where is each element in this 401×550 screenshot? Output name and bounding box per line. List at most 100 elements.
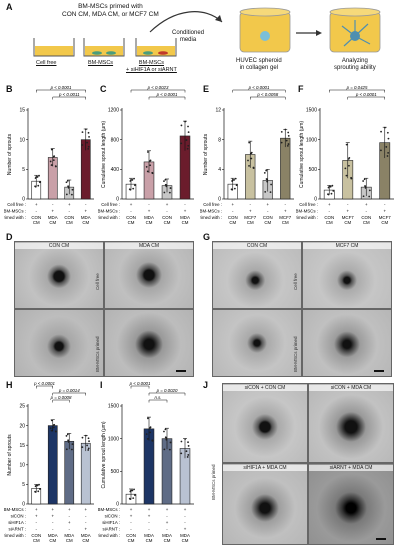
condition-cell: + xyxy=(130,514,133,519)
data-point xyxy=(233,187,236,190)
condition-cell: + xyxy=(148,507,151,512)
data-point xyxy=(49,427,52,430)
y-tick-label: 12 xyxy=(215,108,221,114)
micrograph-col-label: CON CM xyxy=(213,243,301,249)
condition-row-label: BM-MSCs : xyxy=(200,209,222,214)
y-tick-label: 400 xyxy=(111,167,120,173)
micrograph-col-label: siHIF1A + MDA CM xyxy=(223,465,307,471)
data-point xyxy=(50,164,53,166)
chart-c: Cumulative sprout length (μm) 0 400 800 1200… xyxy=(98,85,194,225)
y-tick-label: 10 xyxy=(19,137,25,143)
data-point xyxy=(180,440,183,443)
bar xyxy=(280,137,291,200)
condition-cell: + xyxy=(68,507,71,512)
condition-row-label: Cell free : xyxy=(299,202,318,207)
condition-cell: - xyxy=(130,209,132,214)
condition-row-label: primed with : xyxy=(98,533,120,538)
condition-row-label: siCON : xyxy=(11,514,26,519)
condition-cell: + xyxy=(51,209,54,214)
micrograph-d-mda-cellfree: MDA CM xyxy=(104,241,194,309)
condition-cell: - xyxy=(69,209,71,214)
data-point xyxy=(247,159,249,162)
panel-label-e: E xyxy=(203,84,210,94)
condition-cell: CM xyxy=(182,538,189,543)
data-point xyxy=(180,142,183,145)
condition-cell: CM xyxy=(164,220,171,225)
y-axis-label: Cumulative sprout length (μm) xyxy=(299,121,305,188)
data-point xyxy=(187,125,189,128)
data-point xyxy=(146,170,149,173)
condition-cell: MDA xyxy=(64,533,74,538)
p-value-label: p < 0.0001 xyxy=(156,92,178,97)
significance-bracket xyxy=(347,96,385,100)
data-point xyxy=(250,152,253,155)
data-point xyxy=(280,130,283,133)
significance-bracket xyxy=(52,399,70,403)
condition-cell: - xyxy=(166,527,168,532)
condition-row-label: siARNT : xyxy=(9,527,26,532)
condition-cell: CM xyxy=(66,220,73,225)
data-point xyxy=(164,178,167,181)
data-point xyxy=(88,135,90,138)
data-point xyxy=(151,439,154,442)
dish-label-sirna: BM-MSCs + siHIF1A or siARNT xyxy=(126,60,177,73)
schematic-drawing xyxy=(33,7,381,57)
condition-row-label: primed with : xyxy=(98,215,120,220)
p-value-label: p = 0.0008 xyxy=(50,395,72,400)
condition-row-label: siARNT : xyxy=(103,527,120,532)
micrograph-g-con-cellfree: CON CM xyxy=(212,241,302,309)
data-point xyxy=(185,139,188,141)
data-point xyxy=(383,126,386,129)
data-point xyxy=(364,185,367,188)
condition-cell: + xyxy=(68,520,71,525)
data-point xyxy=(347,158,350,160)
p-value-label: p = 0.0425 xyxy=(346,85,368,90)
huvec-label: HUVEC spheroid in collagen gel xyxy=(236,58,282,71)
data-point xyxy=(34,490,37,493)
condition-row-label: siHIF1A : xyxy=(102,520,120,525)
condition-cell: CM xyxy=(128,220,135,225)
data-point xyxy=(185,450,188,453)
y-axis-label: Number of sprouts xyxy=(7,434,13,476)
data-point xyxy=(266,178,268,181)
data-point xyxy=(345,174,348,177)
condition-cell: CM xyxy=(82,538,89,543)
data-point xyxy=(386,155,389,157)
condition-cell: + xyxy=(166,202,169,207)
p-value-label: p < 0.0011 xyxy=(58,92,80,97)
data-point xyxy=(380,130,382,133)
condition-cell: CM xyxy=(381,220,388,225)
condition-cell: CM xyxy=(49,220,56,225)
data-point xyxy=(65,435,68,437)
condition-cell: - xyxy=(52,202,54,207)
condition-cell: + xyxy=(184,209,187,214)
data-point xyxy=(250,157,253,160)
data-point xyxy=(131,489,134,492)
condition-row-label: primed with : xyxy=(296,215,318,220)
condition-row-label: BM-MSCs : xyxy=(4,507,26,512)
condition-row-label: Cell free : xyxy=(203,202,222,207)
arrowhead xyxy=(215,15,222,22)
data-point xyxy=(165,438,168,441)
data-point xyxy=(133,177,135,180)
condition-cell: CON xyxy=(228,215,238,220)
micrograph-col-label: MCF7 CM xyxy=(303,243,391,249)
significance-bracket xyxy=(52,96,86,100)
data-point xyxy=(164,428,167,431)
significance-bracket xyxy=(52,392,86,396)
data-point xyxy=(344,167,347,170)
y-tick-label: 500 xyxy=(309,167,318,173)
p-value-label: p < 0.0001 xyxy=(248,85,270,90)
condition-cell: - xyxy=(184,520,186,525)
data-point xyxy=(169,441,172,444)
significance-bracket xyxy=(130,385,150,389)
data-point xyxy=(270,183,273,186)
row-label-cell-free: Cell free xyxy=(95,273,100,290)
data-point xyxy=(368,195,371,198)
condition-cell: MDA xyxy=(48,533,58,538)
condition-row-label: BM-MSCs : xyxy=(98,209,120,214)
condition-cell: + xyxy=(84,209,87,214)
data-point xyxy=(38,483,40,486)
significance-bracket xyxy=(148,96,186,100)
data-point xyxy=(187,445,190,447)
